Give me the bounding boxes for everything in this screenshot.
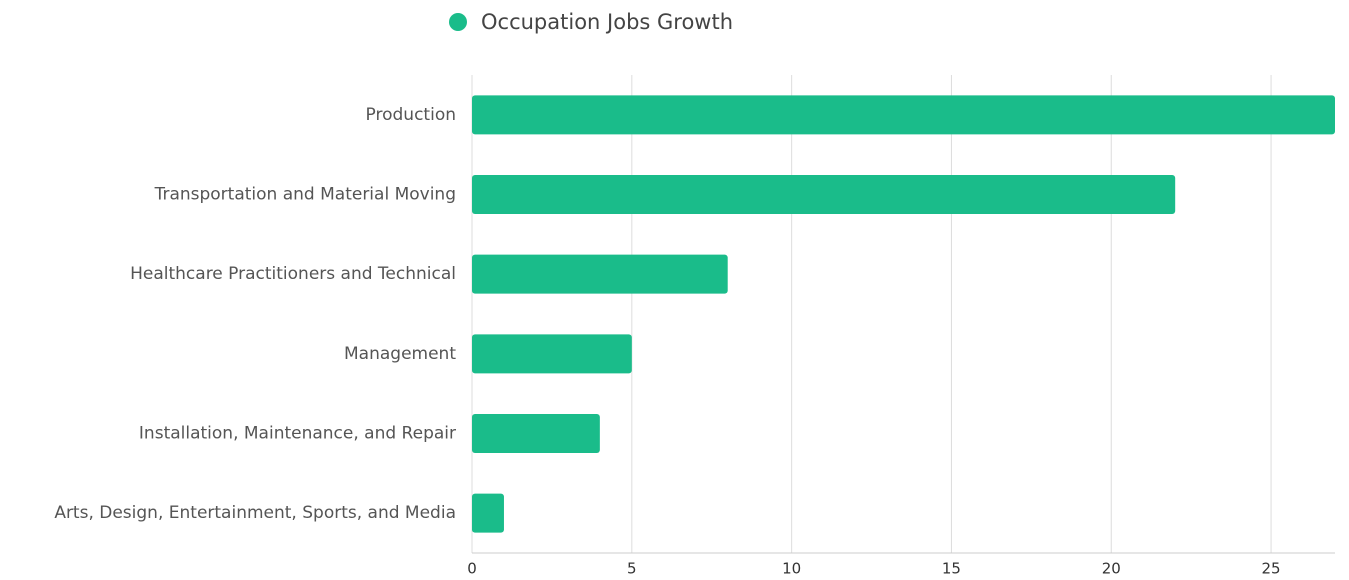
x-tick-label: 20 (1102, 560, 1121, 578)
x-tick-label: 15 (942, 560, 961, 578)
bar (472, 175, 1176, 214)
y-tick-label: Production (366, 105, 456, 125)
y-tick-label: Installation, Maintenance, and Repair (139, 424, 456, 444)
x-tick-label: 10 (782, 560, 801, 578)
x-tick-label: 25 (1262, 560, 1281, 578)
bar (472, 254, 728, 294)
y-tick-label: Management (344, 344, 456, 364)
y-tick-label: Transportation and Material Moving (154, 185, 456, 205)
bar (472, 414, 600, 453)
legend-marker (449, 13, 467, 31)
y-tick-label: Arts, Design, Entertainment, Sports, and… (54, 503, 456, 523)
legend-label: Occupation Jobs Growth (481, 10, 733, 34)
bar (472, 493, 504, 533)
x-tick-label: 0 (467, 560, 477, 578)
y-tick-label: Healthcare Practitioners and Technical (130, 264, 456, 284)
x-tick-label: 5 (627, 560, 637, 578)
bar (472, 95, 1335, 135)
bar (472, 334, 632, 374)
